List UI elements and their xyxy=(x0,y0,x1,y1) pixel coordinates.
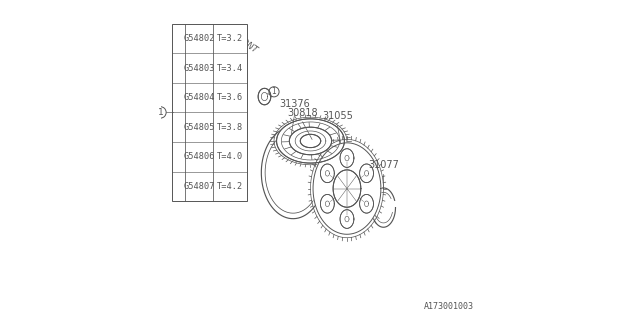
Text: T=4.2: T=4.2 xyxy=(217,182,243,191)
Bar xyxy=(173,24,247,201)
Polygon shape xyxy=(360,164,374,183)
Text: T=3.4: T=3.4 xyxy=(217,63,243,73)
Text: 1: 1 xyxy=(157,108,163,117)
Polygon shape xyxy=(340,149,354,167)
Text: G54805: G54805 xyxy=(183,123,214,132)
Polygon shape xyxy=(289,127,332,155)
Text: T=3.2: T=3.2 xyxy=(217,34,243,43)
Polygon shape xyxy=(313,143,381,234)
Text: T=4.0: T=4.0 xyxy=(217,152,243,161)
Text: G54804: G54804 xyxy=(183,93,214,102)
Text: T=3.6: T=3.6 xyxy=(217,93,243,102)
Polygon shape xyxy=(321,164,334,183)
Text: G54807: G54807 xyxy=(183,182,214,191)
Polygon shape xyxy=(321,195,334,213)
Text: G54803: G54803 xyxy=(183,63,214,73)
Polygon shape xyxy=(300,134,321,148)
Text: T=3.8: T=3.8 xyxy=(217,123,243,132)
Text: A173001003: A173001003 xyxy=(424,302,474,311)
Polygon shape xyxy=(258,88,271,105)
Text: 31055: 31055 xyxy=(322,111,353,121)
Text: 30818: 30818 xyxy=(287,108,318,118)
Polygon shape xyxy=(340,210,354,228)
Text: FRONT: FRONT xyxy=(230,31,259,55)
Text: 31077: 31077 xyxy=(368,159,399,170)
Text: 31376: 31376 xyxy=(279,99,310,109)
Text: 1: 1 xyxy=(271,87,276,96)
Polygon shape xyxy=(276,119,344,163)
Polygon shape xyxy=(360,195,374,213)
Text: G54802: G54802 xyxy=(183,34,214,43)
Text: G54806: G54806 xyxy=(183,152,214,161)
Polygon shape xyxy=(333,170,361,207)
